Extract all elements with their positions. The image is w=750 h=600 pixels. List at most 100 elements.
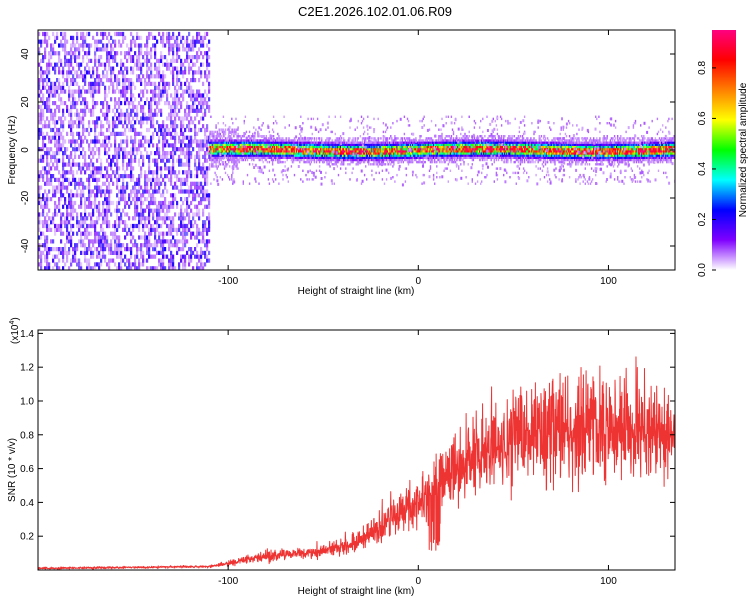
heatmap-cell xyxy=(311,141,313,144)
heatmap-cell xyxy=(122,131,125,136)
heatmap-cell xyxy=(54,112,57,117)
heatmap-cell xyxy=(245,139,248,142)
heatmap-cell xyxy=(176,97,179,102)
heatmap-cell xyxy=(293,158,296,162)
heatmap-cell xyxy=(86,104,89,110)
heatmap-cell xyxy=(48,147,51,152)
heatmap-cell xyxy=(209,156,211,159)
heatmap-cell xyxy=(234,128,236,131)
heatmap-cell xyxy=(174,131,177,136)
heatmap-cell xyxy=(269,156,272,159)
heatmap-cell xyxy=(373,156,375,159)
heatmap-cell xyxy=(206,254,209,259)
heatmap-cell xyxy=(54,131,57,136)
heatmap-cell xyxy=(72,78,75,83)
heatmap-cell xyxy=(285,141,287,144)
heatmap-cell xyxy=(142,162,145,167)
heatmap-cell xyxy=(114,112,117,117)
heatmap-cell xyxy=(84,247,87,252)
heatmap-cell xyxy=(116,235,119,240)
heatmap-cell xyxy=(202,97,205,102)
heatmap-cell xyxy=(64,174,67,179)
heatmap-cell xyxy=(182,162,185,167)
heatmap-cell xyxy=(345,167,347,170)
heatmap-cell xyxy=(301,158,303,162)
heatmap-cell xyxy=(148,108,151,113)
heatmap-cell xyxy=(206,166,209,171)
heatmap-cell xyxy=(140,70,143,75)
heatmap-cell xyxy=(52,266,55,270)
heatmap-cell xyxy=(170,262,173,267)
heatmap-cell xyxy=(182,181,185,186)
heatmap-cell xyxy=(206,31,209,37)
heatmap-cell xyxy=(94,62,97,67)
heatmap-cell xyxy=(200,101,203,106)
heatmap-cell xyxy=(154,235,157,240)
heatmap-cell xyxy=(330,130,332,134)
heatmap-cell xyxy=(158,166,161,171)
heatmap-cell xyxy=(190,185,193,190)
heatmap-cell xyxy=(278,152,280,155)
heatmap-cell xyxy=(331,130,333,134)
heatmap-cell xyxy=(182,131,185,136)
heatmap-cell xyxy=(367,145,369,149)
heatmap-cell xyxy=(162,200,165,206)
heatmap-cell xyxy=(52,51,55,56)
heatmap-cell xyxy=(218,150,220,153)
heatmap-cell xyxy=(154,254,157,259)
heatmap-cell xyxy=(84,204,87,209)
heatmap-cell xyxy=(136,58,139,63)
heatmap-cell xyxy=(158,70,161,75)
heatmap-cell xyxy=(150,120,153,125)
heatmap-cell xyxy=(361,148,364,151)
heatmap-cell xyxy=(106,185,109,190)
heatmap-cell xyxy=(239,141,241,144)
heatmap-cell xyxy=(277,156,279,159)
heatmap-cell xyxy=(212,132,214,136)
heatmap-cell xyxy=(263,135,265,138)
heatmap-cell xyxy=(285,145,287,149)
heatmap-cell xyxy=(70,55,73,60)
heatmap-cell xyxy=(303,156,305,159)
heatmap-cell xyxy=(234,152,236,155)
heatmap-cell xyxy=(118,104,121,110)
heatmap-cell xyxy=(138,120,141,125)
heatmap-cell xyxy=(160,223,163,229)
heatmap-cell xyxy=(96,166,99,171)
heatmap-cell xyxy=(360,141,363,144)
heatmap-cell xyxy=(62,31,65,37)
heatmap-cell xyxy=(184,235,187,240)
heatmap-cell xyxy=(285,139,287,142)
heatmap-cell xyxy=(100,262,103,267)
heatmap-cell xyxy=(293,150,296,153)
heatmap-cell xyxy=(140,185,143,190)
heatmap-cell xyxy=(282,154,284,157)
heatmap-cell xyxy=(108,270,110,274)
heatmap-cell xyxy=(368,148,370,151)
heatmap-cell xyxy=(74,208,77,213)
heatmap-cell xyxy=(70,154,73,159)
heatmap-cell xyxy=(62,101,65,106)
heatmap-cell xyxy=(156,143,159,148)
heatmap-cell xyxy=(62,166,65,171)
heatmap-cell xyxy=(188,85,191,90)
heatmap-cell xyxy=(246,148,249,151)
heatmap-cell xyxy=(40,108,43,113)
heatmap-cell xyxy=(156,120,159,125)
heatmap-cell xyxy=(116,216,119,221)
heatmap-cell xyxy=(241,148,243,151)
heatmap-cell xyxy=(236,154,238,157)
heatmap-cell xyxy=(299,139,301,142)
heatmap-cell xyxy=(262,141,264,144)
heatmap-cell xyxy=(348,158,350,162)
heatmap-cell xyxy=(114,55,117,60)
heatmap-cell xyxy=(130,154,133,159)
heatmap-cell xyxy=(168,31,171,37)
heatmap-cell xyxy=(372,143,374,146)
heatmap-cell xyxy=(330,160,332,164)
heatmap-cell xyxy=(328,115,330,118)
heatmap-cell xyxy=(142,254,145,259)
heatmap-cell xyxy=(266,150,269,153)
heatmap-cell xyxy=(78,124,81,129)
heatmap-cell xyxy=(236,137,238,140)
